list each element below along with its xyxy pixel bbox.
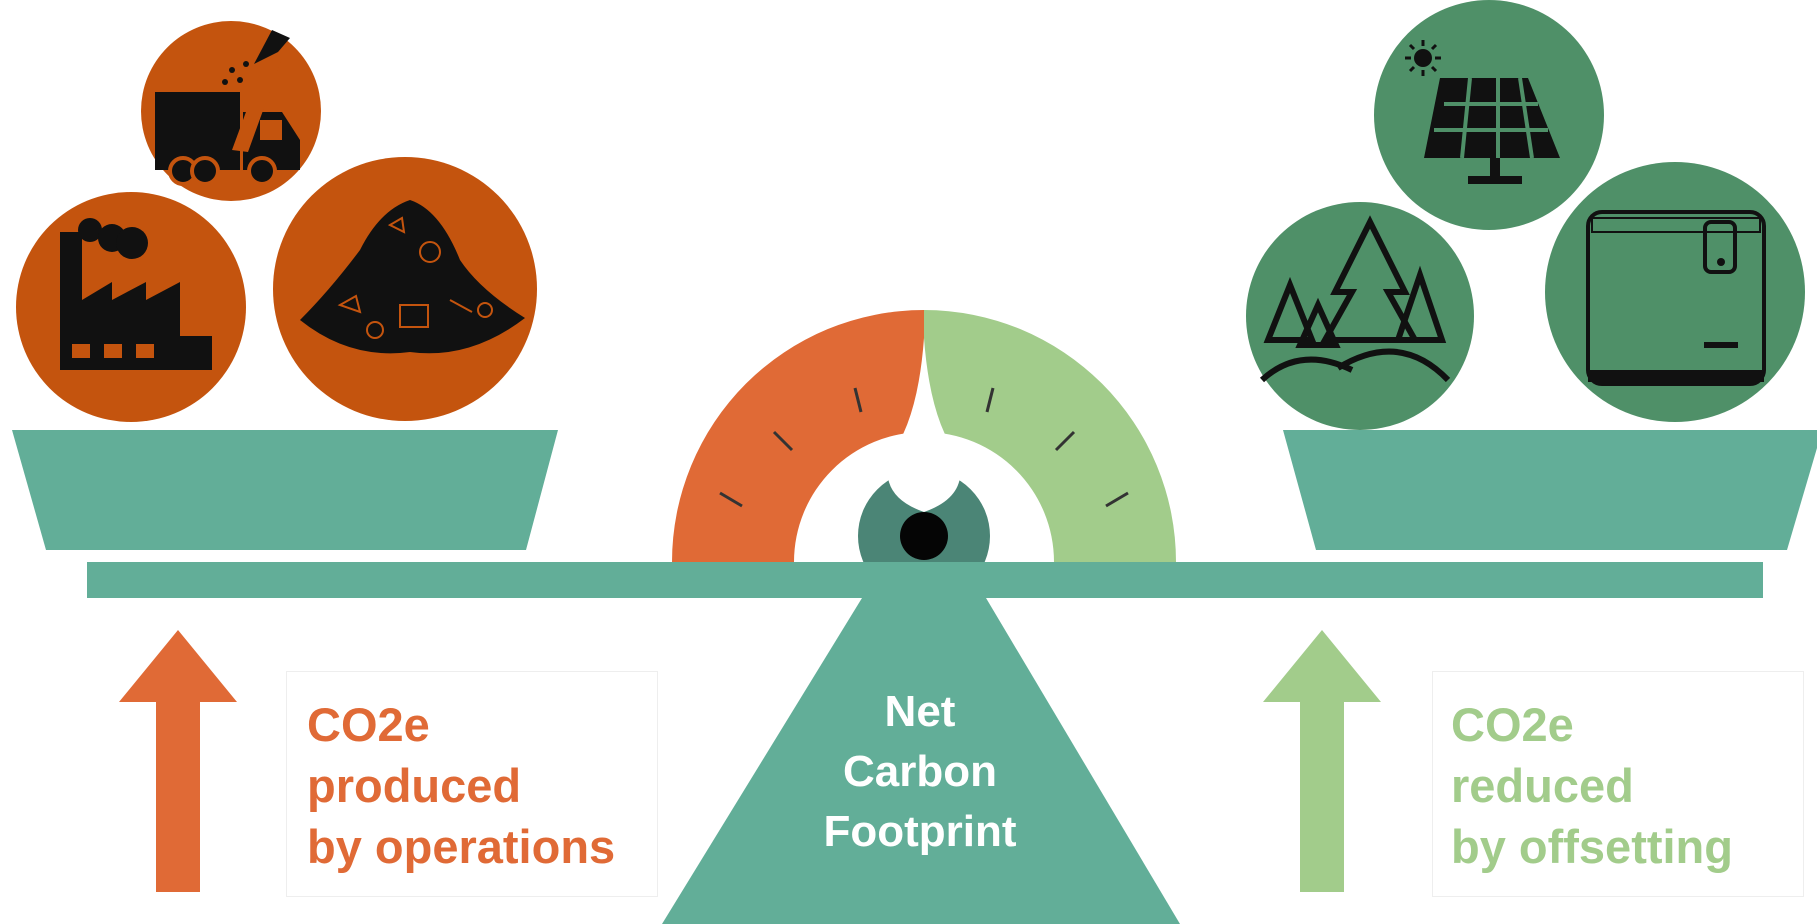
solar-panel-icon [1374, 0, 1604, 230]
net-label-line-1: Net [884, 687, 956, 736]
produced-label-box: CO2e produced by operations [286, 671, 658, 897]
net-carbon-footprint-label: Net Carbon Footprint [760, 682, 1080, 862]
waste-pile-icon [273, 157, 537, 421]
reduced-label-box: CO2e reduced by offsetting [1432, 671, 1804, 897]
gauge-meter [672, 310, 1176, 562]
right-scale-pan [1283, 430, 1817, 550]
composter-icon [1545, 162, 1805, 422]
scale-beam [87, 562, 1763, 598]
produced-label-line-1: CO2e [307, 698, 430, 751]
reduced-label-line-1: CO2e [1451, 698, 1574, 751]
left-scale-pan [12, 430, 558, 550]
gauge-produced-arc [672, 310, 924, 562]
net-label-line-3: Footprint [823, 807, 1017, 856]
gauge-ticks [719, 387, 1129, 508]
factory-icon [16, 192, 246, 422]
gauge-needle [887, 338, 961, 512]
needle-pivot [900, 512, 948, 560]
produced-up-arrow [119, 630, 237, 892]
produced-label-line-2: produced [307, 759, 522, 812]
reduced-label-line-2: reduced [1451, 759, 1634, 812]
reduced-label-line-3: by offsetting [1451, 820, 1733, 873]
scale-fulcrum [662, 598, 1180, 924]
produced-label-line-3: by operations [307, 820, 616, 873]
garbage-truck-icon [141, 21, 321, 201]
gauge-reduced-arc [924, 310, 1176, 562]
net-label-line-2: Carbon [843, 747, 997, 796]
trees-icon [1246, 202, 1474, 430]
reduced-up-arrow [1263, 630, 1381, 892]
